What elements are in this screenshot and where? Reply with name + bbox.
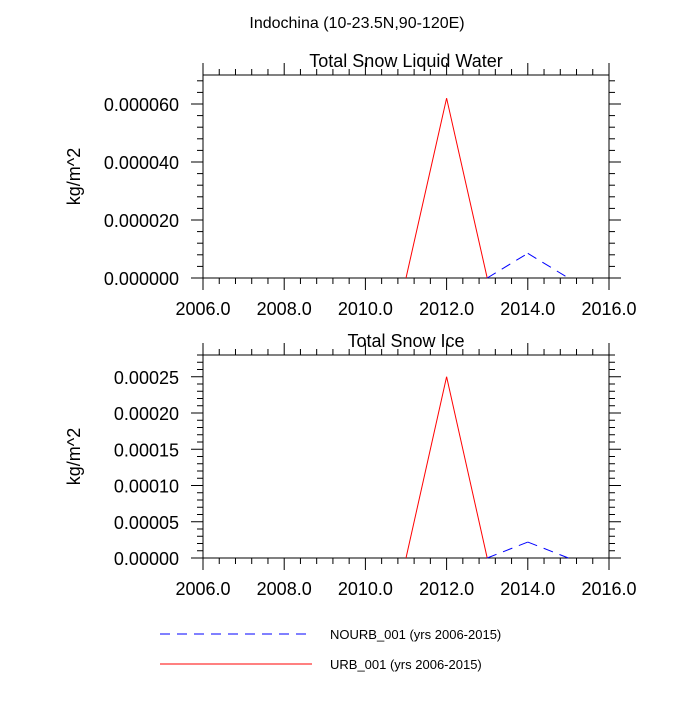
y-tick-label: 0.00020: [114, 404, 179, 424]
x-tick-label: 2008.0: [257, 579, 312, 599]
panel-0: Total Snow Liquid Water kg/m^2 2006.0 2008.…: [64, 51, 637, 319]
x-tick-label: 2012.0: [419, 579, 474, 599]
y-tick-label: 0.000000: [104, 269, 179, 289]
x-tick-label: 2016.0: [581, 579, 636, 599]
y-axis-label: kg/m^2: [64, 428, 84, 485]
legend-label-nourb: NOURB_001 (yrs 2006-2015): [330, 627, 501, 642]
y-tick-label: 0.00010: [114, 477, 179, 497]
panel-title: Total Snow Ice: [347, 331, 464, 351]
x-tick-label: 2006.0: [175, 299, 230, 319]
series-nourb-segment: [486, 252, 529, 279]
panel-1: Total Snow Ice kg/m^2 2006.0 2008.0 2010.0 20…: [64, 331, 637, 599]
y-tick-label: 0.000020: [104, 211, 179, 231]
y-tick-label: 0.00015: [114, 440, 179, 460]
panel-title: Total Snow Liquid Water: [309, 51, 502, 71]
x-tick-label: 2016.0: [581, 299, 636, 319]
x-tick-label: 2014.0: [500, 299, 555, 319]
y-tick-label: 0.00025: [114, 368, 179, 388]
x-tick-label: 2008.0: [257, 299, 312, 319]
x-tick-label: 2012.0: [419, 299, 474, 319]
x-tick-label: 2010.0: [338, 579, 393, 599]
series-urb-segment: [405, 376, 448, 559]
series-urb-segment: [446, 376, 488, 559]
series-urb-segment: [405, 98, 448, 279]
legend-label-urb: URB_001 (yrs 2006-2015): [330, 657, 482, 672]
plot-frame: [202, 354, 610, 559]
series-urb-segment: [446, 98, 488, 279]
plot-frame: [202, 74, 610, 279]
series-nourb-segment: [527, 541, 569, 559]
x-tick-label: 2010.0: [338, 299, 393, 319]
series-nourb-segment: [527, 252, 569, 279]
y-axis-label: kg/m^2: [64, 148, 84, 205]
x-tick-label: 2014.0: [500, 579, 555, 599]
figure-title: Indochina (10-23.5N,90-120E): [249, 15, 464, 32]
x-tick-label: 2006.0: [175, 579, 230, 599]
panels: Total Snow Liquid Water kg/m^2 2006.0 2008.…: [64, 51, 637, 599]
legend: NOURB_001 (yrs 2006-2015) URB_001 (yrs 2…: [160, 627, 501, 672]
y-tick-label: 0.000060: [104, 95, 179, 115]
y-tick-label: 0.000040: [104, 153, 179, 173]
series-nourb-segment: [487, 541, 528, 559]
y-tick-label: 0.00000: [114, 549, 179, 569]
y-tick-label: 0.00005: [114, 513, 179, 533]
